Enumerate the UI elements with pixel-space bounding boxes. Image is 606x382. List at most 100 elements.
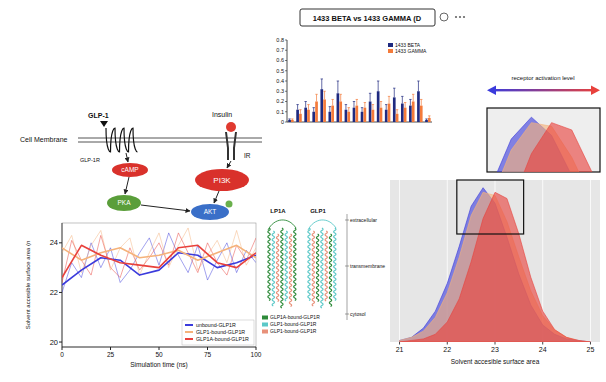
bar — [428, 118, 431, 122]
membrane-label: Cell Membrane — [20, 136, 68, 143]
error-bar — [417, 81, 419, 91]
bar — [380, 108, 383, 122]
error-bar — [425, 119, 427, 120]
error-bar — [393, 88, 395, 97]
helix — [308, 228, 310, 301]
camp — [112, 163, 148, 177]
legend-label: GLP1-bound-GLP1R — [270, 328, 317, 334]
bar — [425, 120, 428, 122]
density-area — [487, 123, 600, 172]
trace — [62, 233, 256, 283]
insulin-label: Insulin — [212, 111, 232, 118]
bar — [323, 99, 326, 122]
glp1r-receptor — [106, 128, 138, 152]
ir-label: IR — [244, 152, 251, 159]
x-tick — [256, 347, 257, 350]
arrow — [141, 205, 190, 211]
x-tick-label: 21 — [396, 346, 404, 353]
bar — [420, 106, 423, 122]
annotation: receptor activation level — [511, 75, 574, 81]
loop — [308, 220, 336, 230]
legend-swatch — [388, 43, 393, 47]
y-tick — [285, 50, 287, 51]
region-label: transmembrane — [350, 263, 385, 269]
error-bar — [337, 81, 339, 93]
x-tick — [495, 342, 496, 345]
y-tick-label: 0.7 — [276, 47, 284, 53]
structure-label: LP1A — [270, 208, 286, 214]
x-tick — [62, 347, 63, 350]
pi3k-label: PI3K — [213, 176, 231, 185]
legend-swatch — [185, 338, 193, 340]
y-tick — [285, 91, 287, 92]
x-tick — [399, 342, 400, 345]
arrowhead — [487, 86, 496, 96]
error-bar — [291, 119, 293, 120]
helix — [325, 231, 327, 301]
legend-box — [182, 320, 254, 345]
error-bar — [388, 96, 390, 103]
loop — [268, 220, 296, 230]
y-tick-label: 0.4 — [276, 78, 284, 84]
y-tick-label: 20 — [50, 338, 58, 347]
y-tick — [59, 242, 62, 243]
arrow — [227, 161, 231, 168]
x-tick-label: 50 — [155, 351, 163, 358]
helix — [294, 228, 296, 301]
y-tick — [59, 342, 62, 343]
y-tick — [285, 122, 287, 123]
legend-swatch — [262, 330, 268, 334]
bar — [353, 108, 356, 122]
arrowhead — [591, 86, 600, 96]
error-bar — [428, 116, 430, 118]
plot-background — [390, 180, 600, 342]
camp-label: cAMP — [121, 166, 138, 173]
region-label: extracellular — [350, 217, 377, 223]
phosphate — [226, 201, 233, 208]
legend-swatch — [388, 49, 393, 53]
bar — [331, 106, 334, 122]
bar — [312, 112, 315, 122]
receptor-label: GLP-1R — [80, 157, 100, 163]
helix — [289, 234, 291, 307]
error-bar — [348, 108, 350, 112]
bar-marks — [288, 79, 430, 122]
legend-label: GLP1A-bound-GLP1R — [270, 314, 320, 320]
error-bar — [385, 105, 387, 110]
region-tick — [345, 266, 349, 267]
region-tick — [345, 220, 349, 221]
density-area — [487, 117, 600, 172]
y-tick — [285, 60, 287, 61]
error-bar — [412, 94, 414, 101]
grid-line — [590, 180, 591, 342]
x-tick — [542, 342, 543, 345]
error-bar — [380, 102, 382, 108]
helix — [329, 234, 331, 307]
bar — [355, 106, 358, 122]
helix — [281, 228, 283, 308]
error-bar — [396, 110, 398, 114]
error-bar — [329, 107, 331, 112]
y-tick — [285, 101, 287, 102]
x-tick — [447, 342, 448, 345]
x-tick-label: 24 — [539, 346, 547, 353]
error-bar — [321, 79, 323, 89]
error-bar — [313, 108, 315, 112]
legend-label: 1433 GAMMA — [395, 48, 427, 54]
bar — [396, 114, 399, 122]
akt — [191, 204, 229, 220]
x-tick-label: 75 — [204, 351, 212, 358]
legend-swatch — [185, 331, 193, 333]
y-tick — [59, 292, 62, 293]
error-bar — [299, 110, 301, 114]
error-bar — [315, 94, 317, 101]
error-bar — [356, 99, 358, 105]
pi3k — [195, 169, 249, 191]
error-bar — [345, 105, 347, 110]
y-axis-label: Solvent accesible surface area (n — [25, 241, 31, 330]
bar-chart: 1433 BETA vs 1433 GAMMA (D00.10.20.30.40… — [276, 9, 465, 125]
error-bar — [323, 91, 325, 99]
density-inset — [390, 108, 606, 300]
ligand-label: GLP-1 — [88, 112, 109, 119]
helix — [276, 234, 278, 302]
